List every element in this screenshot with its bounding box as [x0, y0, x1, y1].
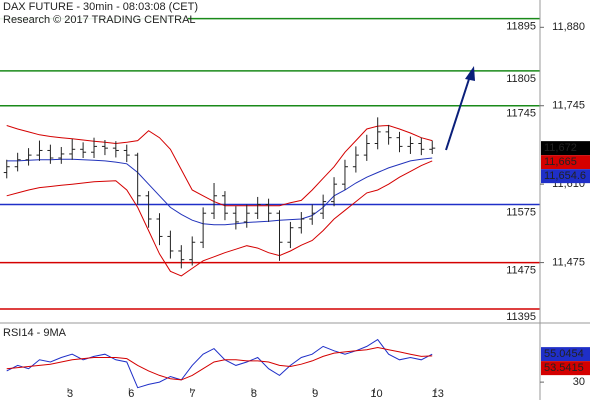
level-label: 11475: [506, 264, 536, 276]
x-tick-label: 9: [312, 388, 318, 400]
price-tag-box: [541, 169, 590, 184]
y-tick-label: 11,880: [552, 21, 585, 33]
price-tag-label: 55.0454: [544, 348, 584, 360]
price-tag: 53.5415: [541, 361, 590, 376]
price-tag-box: [541, 141, 590, 156]
level-label: 11745: [506, 108, 536, 120]
line-series: [6, 346, 433, 381]
level-label: 11395: [506, 311, 536, 323]
line-series: [6, 160, 433, 277]
price-tag-label: 11,654.6: [544, 170, 586, 182]
price-tag-label: 11,672: [544, 142, 577, 154]
price-tag-label: 11,665: [544, 156, 577, 168]
price-tag: 55.0454: [541, 347, 590, 362]
price-tag-box: [541, 361, 590, 376]
x-tick-label: 8: [251, 388, 257, 400]
chart-title: DAX FUTURE - 30min - 08:03:08 (CET): [3, 1, 198, 13]
price-tag: 11,665: [541, 155, 590, 170]
forecast-arrow: [445, 75, 471, 151]
x-tick-label: 13: [432, 388, 444, 400]
x-tick-label: 3: [67, 388, 73, 400]
y-tick-label: 11,745: [552, 100, 585, 112]
x-tick-label: 7: [190, 388, 196, 400]
rsi-title: RSI14 - 9MA: [3, 327, 67, 339]
price-tag-box: [541, 347, 590, 362]
level-label: 11895: [506, 20, 536, 32]
price-tag-label: 53.5415: [544, 362, 584, 374]
line-series: [6, 124, 433, 207]
arrow-head: [465, 66, 475, 81]
y-tick-label: 11,475: [552, 256, 585, 268]
x-tick-label: 6: [128, 388, 134, 400]
price-tag: 11,672: [541, 141, 590, 156]
line-series: [6, 157, 433, 226]
level-label: 11575: [506, 206, 536, 218]
title-backdrop: [0, 0, 188, 28]
y-tick-label: 30: [573, 376, 585, 388]
line-series: [6, 338, 433, 389]
price-tag-box: [541, 155, 590, 170]
level-label: 11805: [506, 73, 536, 85]
price-tag: 11,654.6: [541, 169, 590, 184]
chart-subtitle: Research © 2017 TRADING CENTRAL: [3, 14, 196, 26]
x-tick-label: 10: [370, 388, 382, 400]
